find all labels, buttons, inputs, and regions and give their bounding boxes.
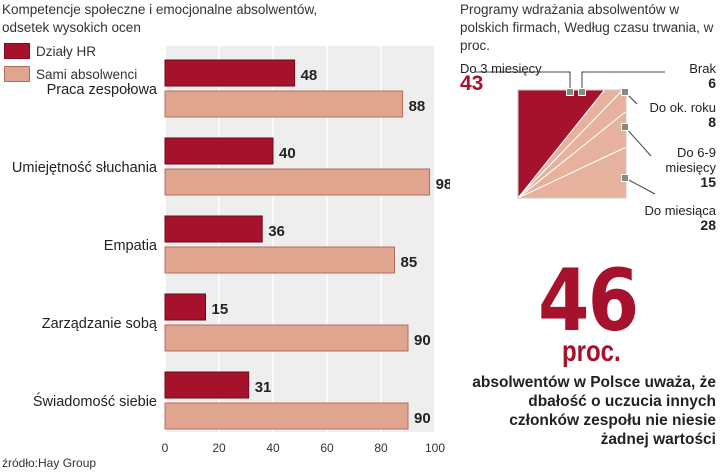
pie-marker [566,88,574,96]
pie-leader-line [624,177,656,195]
pie-marker [578,88,586,96]
x-tick-label: 60 [320,441,334,455]
bar-hr-value: 31 [255,379,272,396]
pie-leader-line [624,126,652,157]
pie-label-text: Brak [689,61,716,76]
pie-slice [518,110,626,198]
bar-hr-value: 36 [268,223,285,240]
left-chart-title: Kompetencje społeczne i emocjonalne abso… [2,2,318,35]
bar-hr-value: 40 [279,145,296,162]
bar-hr [164,215,263,243]
bar-hr [164,293,206,321]
bar-hr [164,137,274,165]
category-label: Empatia [104,238,158,254]
pie-label: Do 6-9 miesięcy 15 [665,145,716,190]
bar-hr-value: 48 [301,67,318,84]
pie-value-label: 15 [700,174,716,190]
bar-graduates [164,168,431,196]
pie-group [518,90,626,198]
category-label: Umiejętność słuchania [12,160,158,176]
pie-label: Do miesiąca 28 [644,203,716,233]
bar-hr [164,371,250,399]
x-tick-label: 40 [266,441,280,455]
pie-marker [621,123,629,131]
bar-chart: 0 20 40 60 80 100 Praca zespołowa 48 88 Umiejętno… [12,46,450,455]
pie-value-label: 28 [700,217,716,233]
x-tick-label: 20 [212,441,226,455]
pie-label-text: miesięcy [665,160,716,175]
x-tick-label: 80 [374,441,388,455]
pie-label: Do 3 miesięcy 43 [460,61,542,95]
pie-marker [621,88,629,96]
bar-graduates [164,90,404,118]
pie-label-text: Do 3 miesięcy [460,61,542,76]
legend-swatch-hr [4,43,30,59]
pie-value-label: 43 [460,72,484,95]
bar-graduates-value: 90 [414,332,431,349]
bar-graduates [164,324,409,352]
pie-label-text: Do 6-9 [676,145,716,160]
highlight-value: 46 [538,251,639,351]
legend-label-hr: Działy HR [36,43,97,59]
bar-graduates [164,402,409,430]
legend-label-graduates: Sami absolwenci [36,66,138,82]
bar-graduates-value: 88 [409,98,426,115]
legend-item-hr: Działy HR [4,43,96,59]
pie-leader-line [475,71,571,92]
pie-marker [621,174,629,182]
bar-graduates [164,246,395,274]
legend-item-graduates: Sami absolwenci [4,66,137,82]
pie-label-text: Do miesiąca [644,203,716,218]
bar-graduates-value: 85 [401,254,418,271]
pie-leader-line [581,71,665,92]
category-label: Praca zespołowa [47,82,158,98]
bar-hr [164,59,296,87]
pie-label: Do ok. roku 8 [650,100,716,130]
source-note: źródło:Hay Group [2,456,97,470]
legend-swatch-graduates [4,66,30,82]
pie-label-text: Do ok. roku [649,100,716,115]
bar-hr-value: 15 [212,301,229,318]
pie-value-label: 8 [708,114,716,130]
pie-value-label: 6 [708,75,716,91]
x-tick-label: 0 [162,441,169,455]
x-tick-label: 100 [425,441,445,455]
highlight-statement: absolwentów w Polsce uważa, że dbałość o… [472,374,716,448]
pie-slice [518,90,626,198]
bar-graduates-value: 98 [436,176,450,193]
category-label: Zarządzanie sobą [42,316,158,332]
highlight-unit: proc. [562,335,621,368]
pie-chart [475,71,665,199]
right-chart-title: Programy wdrażania absolwentów w polskic… [460,2,714,53]
pie-label: Brak 6 [689,61,716,91]
category-label: Świadomość siebie [33,392,157,410]
pie-slice [518,146,626,198]
bar-graduates-value: 90 [414,410,431,427]
